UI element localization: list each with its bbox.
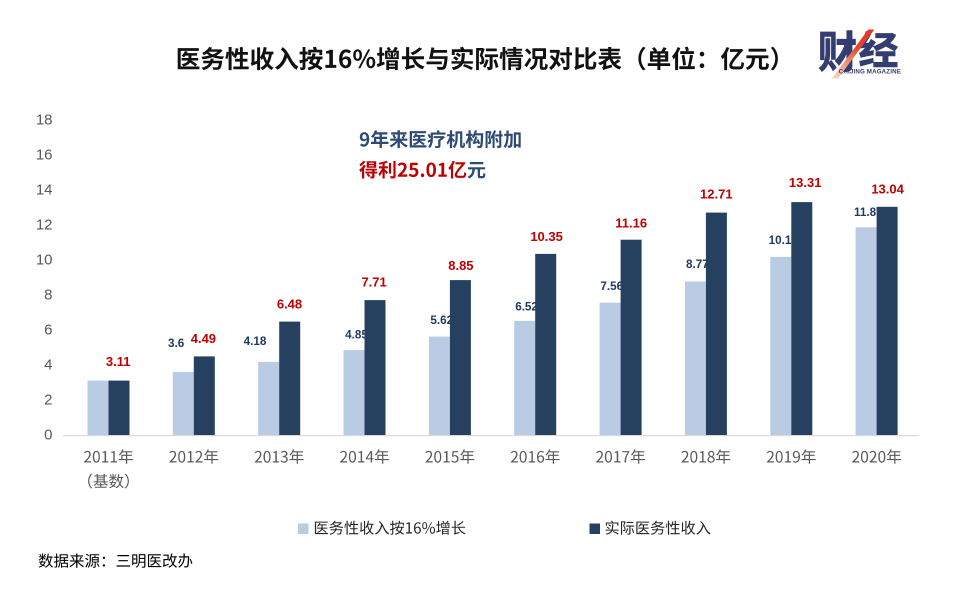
svg-text:8.85: 8.85 — [448, 258, 473, 273]
svg-text:7.71: 7.71 — [361, 275, 386, 290]
svg-text:8: 8 — [44, 287, 52, 304]
svg-text:3.11: 3.11 — [106, 354, 131, 369]
svg-text:11.16: 11.16 — [615, 215, 647, 230]
svg-text:16: 16 — [36, 147, 53, 164]
svg-text:CAIJING MAGAZINE: CAIJING MAGAZINE — [839, 68, 901, 75]
svg-text:2: 2 — [44, 392, 52, 409]
svg-text:12: 12 — [36, 217, 53, 234]
svg-text:12.71: 12.71 — [700, 187, 733, 202]
svg-text:6.52: 6.52 — [515, 300, 538, 313]
svg-text:4.85: 4.85 — [345, 329, 368, 342]
svg-text:4.49: 4.49 — [191, 331, 216, 346]
svg-text:6: 6 — [44, 322, 52, 339]
svg-text:3.6: 3.6 — [168, 337, 185, 350]
svg-text:10: 10 — [36, 252, 53, 269]
svg-text:10.35: 10.35 — [530, 229, 563, 244]
svg-text:4.18: 4.18 — [244, 335, 267, 348]
svg-text:0: 0 — [44, 427, 52, 444]
svg-text:4: 4 — [44, 357, 52, 374]
svg-text:14: 14 — [36, 182, 53, 199]
svg-text:18: 18 — [36, 112, 53, 129]
svg-text:13.31: 13.31 — [789, 175, 822, 190]
svg-text:6.48: 6.48 — [277, 296, 302, 311]
svg-text:5.62: 5.62 — [430, 314, 453, 327]
svg-text:13.04: 13.04 — [871, 182, 904, 197]
svg-text:8.77: 8.77 — [686, 258, 709, 271]
svg-text:7.56: 7.56 — [600, 280, 623, 293]
svg-text:10.18: 10.18 — [769, 234, 799, 247]
svg-text:11.87: 11.87 — [854, 206, 883, 219]
